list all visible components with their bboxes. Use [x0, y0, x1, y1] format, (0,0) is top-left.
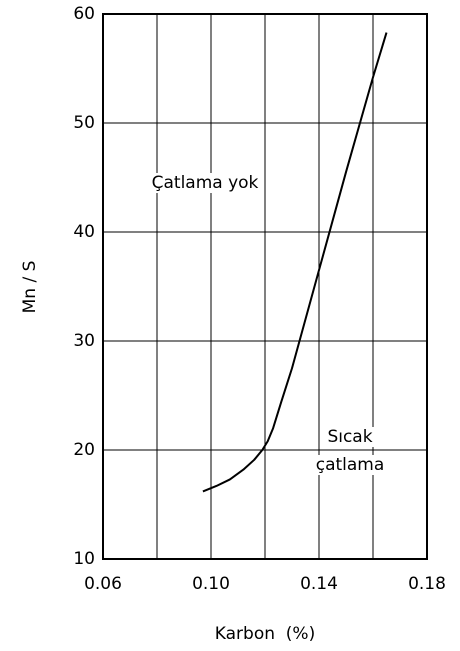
line — [202, 32, 388, 493]
annotation-background — [312, 455, 388, 475]
y-tick-label: 20 — [73, 440, 95, 460]
annotation-background — [324, 427, 376, 447]
y-tick-label: 40 — [73, 222, 95, 242]
annotation: çatlama — [316, 455, 385, 475]
x-axis-label: Karbon (%) — [215, 624, 315, 644]
x-tick-label: 0.18 — [408, 574, 446, 594]
plot-frame — [102, 13, 428, 560]
x-tick-label: 0.14 — [300, 574, 338, 594]
y-tick-label: 60 — [73, 4, 95, 24]
y-tick-label: 10 — [73, 549, 95, 569]
y-tick-label: 30 — [73, 331, 95, 351]
x-tick-label: 0.06 — [84, 574, 122, 594]
annotation: Çatlama yok — [152, 173, 259, 193]
x-tick-label: 0.10 — [192, 574, 230, 594]
annotation-background — [148, 173, 262, 193]
y-axis-label: Mn / S — [20, 261, 40, 314]
annotation: Sıcak — [327, 427, 372, 447]
y-tick-label: 50 — [73, 113, 95, 133]
